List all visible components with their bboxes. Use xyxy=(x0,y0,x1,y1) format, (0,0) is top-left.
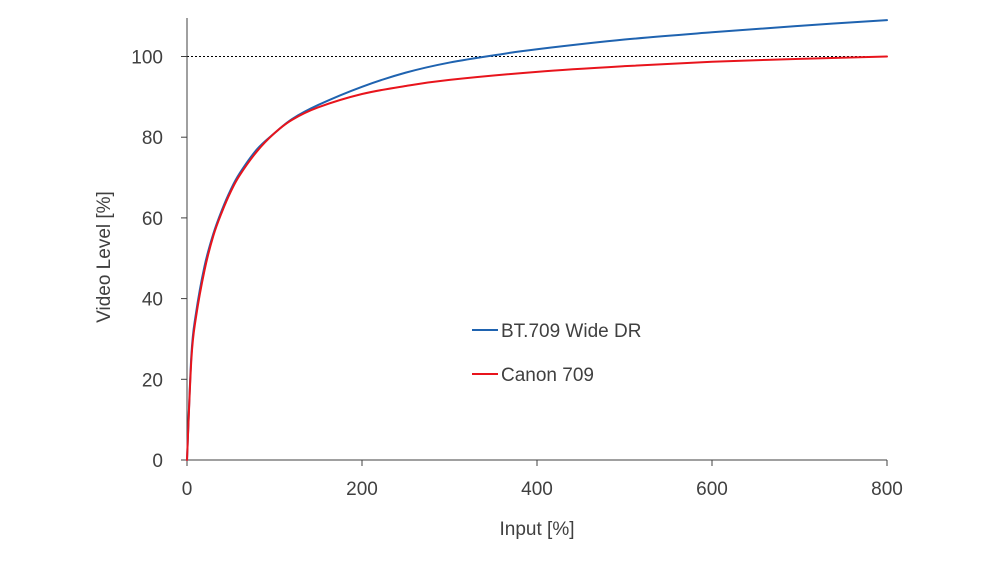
series-line-2 xyxy=(186,55,888,461)
x-axis-title: Input [%] xyxy=(500,519,575,540)
x-tick-label: 200 xyxy=(346,479,378,500)
legend-label-1: BT.709 Wide DR xyxy=(501,321,641,342)
series-layer xyxy=(186,19,888,461)
x-tick-label: 800 xyxy=(871,479,903,500)
legend-label-2: Canon 709 xyxy=(501,365,594,386)
x-tick-label: 400 xyxy=(521,479,553,500)
y-tick-label: 100 xyxy=(131,48,163,69)
axes: 0 20 40 60 80 100 0 200 400 600 800 xyxy=(131,18,903,500)
y-axis-title: Video Level [%] xyxy=(94,191,115,323)
x-tick-label: 600 xyxy=(696,479,728,500)
x-tick-label: 0 xyxy=(182,479,193,500)
y-tick-label: 0 xyxy=(152,451,163,472)
series-line-1 xyxy=(186,19,888,461)
y-tick-label: 60 xyxy=(142,209,163,230)
y-tick-label: 80 xyxy=(142,128,163,149)
legend: BT.709 Wide DR Canon 709 xyxy=(472,321,641,386)
y-tick-label: 40 xyxy=(142,290,163,311)
y-tick-label: 20 xyxy=(142,370,163,391)
